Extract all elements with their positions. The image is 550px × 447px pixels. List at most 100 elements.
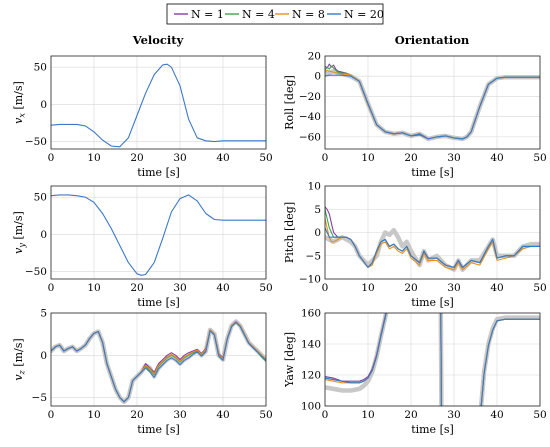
- y-tick-label: 20: [308, 51, 321, 63]
- x-tick-label: 10: [87, 282, 100, 294]
- plot-frame: [50, 55, 267, 150]
- series-n20: [51, 321, 266, 403]
- series-n8: [325, 218, 540, 271]
- y-tick-label: 100: [301, 401, 321, 413]
- x-axis-label: time [s]: [137, 166, 180, 179]
- legend-label-2: N = 4: [242, 8, 275, 21]
- legend: N = 1 N = 4 N = 8 N = 20: [166, 3, 384, 25]
- x-tick-label: 0: [322, 409, 329, 421]
- series-n20: [325, 313, 387, 384]
- plot-frame: [324, 185, 541, 280]
- x-tick-label: 50: [533, 282, 546, 294]
- y-tick-label: 120: [301, 370, 321, 382]
- y-tick-label: −5: [32, 392, 47, 404]
- column-title-left: Velocity: [132, 33, 184, 47]
- y-axis-label: vx [m/s]: [12, 81, 27, 124]
- x-tick-label: 50: [533, 409, 546, 421]
- y-tick-label: 50: [34, 192, 47, 204]
- y-tick-label: 0: [40, 350, 47, 362]
- y-tick-label: −40: [299, 111, 321, 123]
- x-tick-label: 30: [447, 409, 460, 421]
- series-n1: [51, 320, 266, 403]
- series-n20: [440, 313, 442, 406]
- series-reference: [325, 68, 540, 142]
- x-tick-label: 30: [173, 282, 186, 294]
- x-axis-label: time [s]: [137, 423, 180, 436]
- y-axis-label: vz [m/s]: [12, 338, 27, 380]
- y-tick-label: 5: [40, 308, 47, 320]
- y-tick-label: 10: [308, 181, 321, 193]
- y-tick-label: 0: [40, 229, 47, 241]
- x-tick-label: 50: [259, 282, 272, 294]
- legend-label-1: N = 1: [191, 8, 224, 21]
- x-tick-label: 40: [216, 152, 229, 164]
- series-n4: [51, 321, 266, 403]
- x-tick-label: 20: [130, 282, 143, 294]
- series-reference: [51, 319, 266, 405]
- x-tick-label: 0: [322, 152, 329, 164]
- y-axis-label: Roll [deg]: [283, 75, 296, 130]
- x-tick-label: 40: [216, 282, 229, 294]
- chart-pitch: 0 10 20 30 40 50 −10 −5 0 5 10 time [s] Pitch [deg]: [283, 181, 547, 310]
- x-axis-label: time [s]: [411, 296, 454, 309]
- x-tick-label: 20: [130, 152, 143, 164]
- y-tick-label: 0: [314, 227, 321, 239]
- chart-yaw: 0 10 20 30 40 50 100 120 140 160 time [s] Yaw [deg]: [283, 308, 547, 437]
- y-tick-label: −5: [306, 250, 321, 262]
- x-tick-label: 10: [87, 152, 100, 164]
- x-tick-label: 50: [533, 152, 546, 164]
- x-tick-label: 20: [130, 409, 143, 421]
- x-tick-label: 20: [404, 282, 417, 294]
- x-tick-label: 0: [48, 152, 55, 164]
- x-axis-label: time [s]: [137, 296, 180, 309]
- column-title-right: Orientation: [395, 33, 470, 47]
- x-tick-label: 10: [87, 409, 100, 421]
- x-tick-label: 30: [447, 282, 460, 294]
- x-axis-label: time [s]: [411, 423, 454, 436]
- y-tick-label: 160: [301, 308, 321, 320]
- legend-label-4: N = 20: [344, 8, 384, 21]
- y-tick-label: −50: [25, 136, 47, 148]
- y-tick-label: 0: [40, 99, 47, 111]
- series-n20: [51, 63, 266, 148]
- x-axis-label: time [s]: [411, 166, 454, 179]
- series-n20: [51, 194, 266, 276]
- x-tick-label: 40: [490, 282, 503, 294]
- x-tick-label: 30: [447, 152, 460, 164]
- y-axis-label: vy [m/s]: [12, 211, 27, 254]
- x-tick-label: 10: [361, 152, 374, 164]
- x-tick-label: 0: [48, 282, 55, 294]
- y-tick-label: 140: [301, 339, 321, 351]
- x-tick-label: 20: [404, 152, 417, 164]
- chart-roll: 0 10 20 30 40 50 −60 −40 −20 0 20 time [s] Roll [deg…: [283, 51, 547, 180]
- x-tick-label: 40: [490, 409, 503, 421]
- plot-frame: [50, 312, 267, 407]
- x-tick-label: 20: [404, 409, 417, 421]
- x-tick-label: 30: [173, 409, 186, 421]
- series-n20: [480, 318, 540, 406]
- x-tick-label: 40: [490, 152, 503, 164]
- y-tick-label: 50: [34, 62, 47, 74]
- series-n20: [325, 74, 540, 140]
- x-tick-label: 0: [48, 409, 55, 421]
- legend-label-3: N = 8: [292, 8, 325, 21]
- x-tick-label: 40: [216, 409, 229, 421]
- y-tick-label: −50: [25, 266, 47, 278]
- x-tick-label: 50: [259, 409, 272, 421]
- x-tick-label: 10: [361, 409, 374, 421]
- y-tick-label: 0: [314, 71, 321, 83]
- y-axis-label: Yaw [deg]: [283, 332, 296, 388]
- series-n20: [325, 227, 540, 268]
- y-tick-label: 5: [314, 204, 321, 216]
- plot-frame: [324, 312, 541, 407]
- y-axis-label: Pitch [deg]: [283, 202, 296, 263]
- x-tick-label: 0: [322, 282, 329, 294]
- plot-frame: [324, 55, 541, 150]
- y-tick-label: −60: [299, 131, 321, 143]
- y-tick-label: −20: [299, 91, 321, 103]
- x-tick-label: 50: [259, 152, 272, 164]
